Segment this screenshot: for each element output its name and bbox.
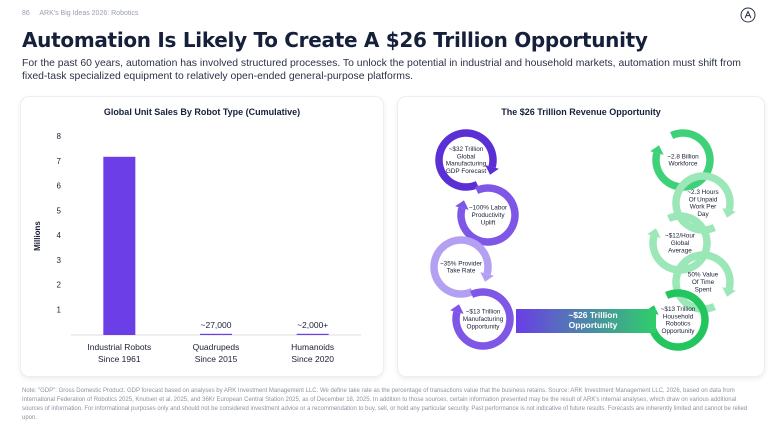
arrowhead <box>485 165 499 175</box>
arrowhead <box>480 272 494 282</box>
ring-arc <box>452 288 514 350</box>
ring-arc <box>649 212 711 274</box>
right-chain-node: 50% Value Of Time Spent <box>672 251 736 313</box>
ring-arc <box>672 251 734 313</box>
right-chain-node: ~2.3 Hours Of Unpaid Work Per Day <box>672 172 736 234</box>
y-axis-label: Millions <box>33 221 42 251</box>
ring-arc <box>457 184 519 246</box>
bar-chart: Millions 1 2 3 4 5 6 7 8 Industrial Robots Since 1… <box>33 132 361 364</box>
page-subtitle: For the past 60 years, automation has in… <box>22 58 741 82</box>
revenue-diagram-panel: The $26 Trillion Revenue Opportunity ~$3… <box>398 97 764 376</box>
ring-arc <box>672 172 734 234</box>
page-title: Automation Is Likely To Create A $26 Tri… <box>22 28 648 52</box>
bar <box>296 333 329 335</box>
ring-arc <box>647 289 709 351</box>
y-tick-label: 5 <box>57 206 62 215</box>
arrowhead <box>450 304 464 314</box>
x-category-label: Industrial Robots <box>87 342 151 352</box>
y-tick-label: 7 <box>57 157 62 166</box>
right-chain-node: ~$12/Hour Global Average <box>647 212 711 274</box>
footnote: Note: "GDP": Gross Domestic Product. GDP… <box>22 388 748 421</box>
bar-data-label: ~27,000 <box>201 320 232 330</box>
x-category-label: Humanoids <box>291 342 334 352</box>
left-chain-node: ~100% Labor Productivity Uplift <box>455 184 519 246</box>
left-chain-node: ~$32 Trillion Global Manufacturing GDP Fore… <box>435 129 499 191</box>
node-label: ~35% Provider Take Rate <box>440 260 483 274</box>
page-header: 86 ARK's Big Ideas 2026: Robotics <box>22 10 138 17</box>
y-tick-label: 6 <box>57 182 62 191</box>
result-label: ~$26 Trillion Opportunity <box>568 310 617 330</box>
node-label: ~2.3 Hours Of Unpaid Work Per Day <box>687 189 718 218</box>
node-label: ~2.8 Billion Workforce <box>667 153 699 167</box>
ring-arc <box>430 236 492 298</box>
diagram-title: The $26 Trillion Revenue Opportunity <box>501 107 661 117</box>
result-band <box>516 309 656 333</box>
arrowhead <box>455 200 469 210</box>
bar <box>200 333 232 335</box>
arrowhead <box>647 228 661 238</box>
chart-title: Global Unit Sales By Robot Type (Cumulat… <box>103 107 301 117</box>
y-tick-label: 1 <box>57 305 62 314</box>
y-tick-label: 4 <box>57 231 62 240</box>
ark-logo-icon <box>740 7 756 23</box>
node-label: ~$32 Trillion Global Manufacturing GDP Fore… <box>446 146 487 175</box>
node-label: ~$12/Hour Global Average <box>665 232 696 254</box>
node-label: ~$13 Trillion Household Robotics Opportunit… <box>661 306 696 335</box>
page-number: 86 <box>22 10 30 17</box>
left-chain-node: ~$13 Trillion Manufacturing Opportunity <box>450 288 514 350</box>
source-label: ARK's Big Ideas 2026: Robotics <box>39 10 139 17</box>
y-tick-label: 2 <box>57 281 62 290</box>
arrowhead <box>722 208 736 218</box>
node-label: ~100% Labor Productivity Uplift <box>469 204 508 226</box>
arrowhead <box>722 287 736 297</box>
left-chain-node: ~35% Provider Take Rate <box>430 236 494 298</box>
y-tick-label: 3 <box>57 256 62 265</box>
revenue-flow-diagram: ~$32 Trillion Global Manufacturing GDP Fore… <box>430 129 736 351</box>
x-category-sublabel: Since 2015 <box>195 354 238 364</box>
x-category-sublabel: Since 1961 <box>98 354 141 364</box>
bar-data-label: ~2,000+ <box>297 320 328 330</box>
x-category-label: Quadrupeds <box>193 342 240 352</box>
y-tick-label: 8 <box>57 132 62 141</box>
bar <box>103 156 136 335</box>
arrowhead <box>650 145 664 155</box>
ring-arc <box>435 129 497 191</box>
node-label: 50% Value Of Time Spent <box>688 271 719 293</box>
node-label: ~$13 Trillion Manufacturing Opportunity <box>463 308 504 330</box>
bar-chart-panel: Global Unit Sales By Robot Type (Cumulat… <box>21 97 383 376</box>
x-category-sublabel: Since 2020 <box>291 354 334 364</box>
